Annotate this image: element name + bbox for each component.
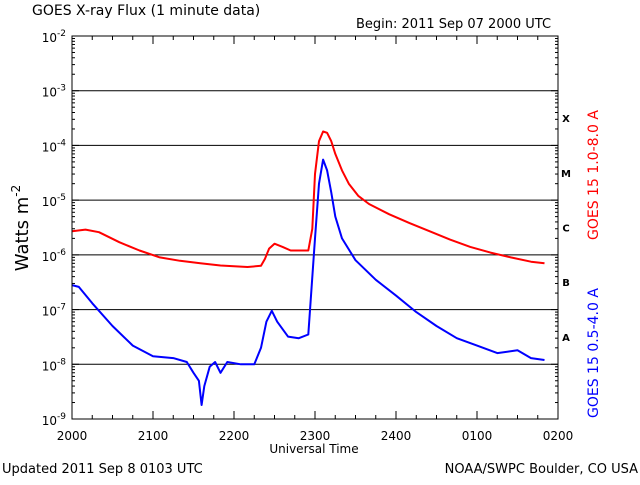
plot-frame (71, 35, 559, 420)
flare-class-m: M (561, 169, 571, 180)
legend-short-channel: GOES 15 0.5-4.0 A (586, 288, 602, 418)
x-tick-label: 2000 (57, 429, 88, 443)
x-tick-label: 2200 (219, 429, 250, 443)
y-axis-label: Watts m-2 (9, 185, 33, 271)
y-tick-label: 10-4 (42, 138, 67, 154)
y-tick-label: 10-3 (42, 84, 66, 100)
y-tick-label: 10-5 (42, 193, 66, 209)
x-tick-label: 0200 (543, 429, 574, 443)
chart-title: GOES X-ray Flux (1 minute data) (32, 3, 260, 19)
flare-class-x: X (562, 114, 570, 125)
series-short-channel-line (71, 158, 545, 406)
y-axis-ticks: 10-9 10-8 10-7 10-6 10-5 10-4 10-3 10-2 (42, 29, 558, 428)
y-tick-label: 10-2 (42, 29, 66, 45)
series-lines (71, 130, 545, 406)
source-credit: NOAA/SWPC Boulder, CO USA (445, 462, 638, 477)
svg-text:Watts m-2: Watts m-2 (9, 185, 33, 271)
flare-class-c: C (562, 224, 569, 235)
begin-time: Begin: 2011 Sep 07 2000 UTC (356, 17, 551, 32)
legend-long-channel: GOES 15 1.0-8.0 A (586, 110, 602, 240)
x-tick-label: 2400 (381, 429, 412, 443)
y-tick-label: 10-6 (42, 248, 67, 264)
y-tick-label: 10-8 (42, 357, 67, 373)
x-tick-label: 0100 (462, 429, 493, 443)
x-axis-label: Universal Time (269, 442, 358, 456)
flare-class-a: A (562, 333, 570, 344)
x-tick-label: 2300 (300, 429, 331, 443)
series-long-channel-line (71, 130, 545, 268)
y-tick-label: 10-7 (42, 303, 66, 319)
x-axis-ticks: 2000 2100 2200 2300 2400 0100 0200 (57, 36, 574, 443)
flare-class-labels: X M C B A (561, 114, 571, 344)
y-tick-label: 10-9 (42, 412, 67, 428)
flare-class-b: B (562, 278, 570, 289)
x-tick-label: 2100 (138, 429, 169, 443)
updated-time: Updated 2011 Sep 8 0103 UTC (2, 462, 203, 477)
